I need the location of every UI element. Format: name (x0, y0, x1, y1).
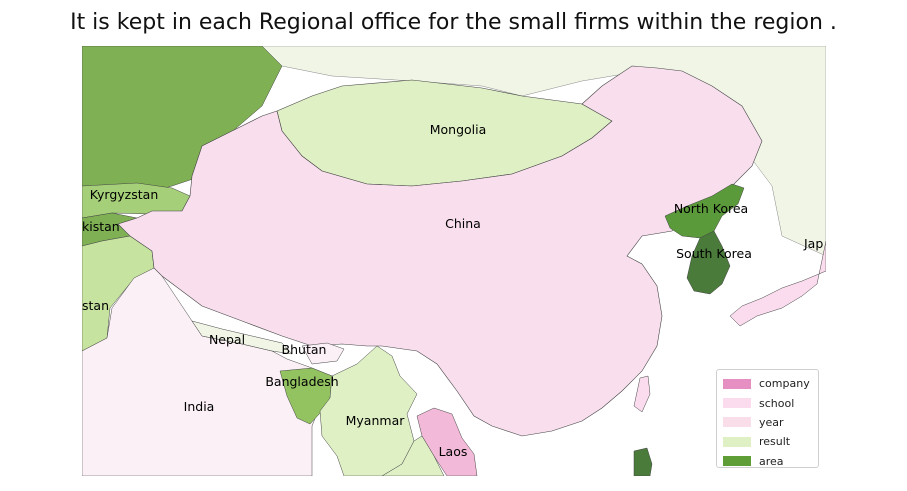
region-thailand (381, 435, 445, 476)
legend-item: result (723, 432, 812, 451)
legend-swatch (723, 398, 751, 409)
map-title: It is kept in each Regional office for t… (70, 10, 837, 35)
label-japan: Jap (803, 236, 823, 251)
label-india: India (184, 399, 215, 414)
label-afghanistan: stan (82, 298, 109, 313)
legend-label: year (759, 415, 784, 429)
map: Mongolia China North Korea South Korea J… (82, 46, 826, 476)
label-kyrgyzstan: Kyrgyzstan (90, 187, 159, 202)
region-philippines (633, 447, 653, 476)
legend-swatch (723, 378, 751, 389)
legend-label: school (759, 396, 795, 410)
label-south-korea: South Korea (676, 246, 752, 261)
legend-item: school (723, 393, 812, 412)
region-south-korea (686, 230, 731, 295)
legend-swatch (723, 436, 751, 447)
region-bhutan (301, 342, 345, 365)
legend-swatch (723, 417, 751, 428)
label-bhutan: Bhutan (282, 342, 327, 357)
region-north-korea (664, 183, 745, 239)
label-myanmar: Myanmar (346, 413, 406, 428)
region-japan (729, 240, 826, 327)
legend-item: company (723, 374, 812, 393)
legend-item: year (723, 413, 812, 432)
label-bangladesh: Bangladesh (265, 374, 338, 389)
legend-label: area (759, 454, 784, 468)
region-nepal (191, 320, 293, 355)
label-china: China (445, 216, 481, 231)
region-taiwan (633, 375, 651, 413)
label-north-korea: North Korea (674, 201, 748, 216)
legend: company school year result area (716, 369, 819, 468)
legend-item: area (723, 452, 812, 471)
label-tajikistan: kistan (82, 219, 120, 234)
legend-swatch (723, 456, 751, 467)
label-nepal: Nepal (209, 332, 245, 347)
legend-label: result (759, 435, 791, 449)
legend-label: company (759, 377, 810, 391)
label-laos: Laos (439, 444, 468, 459)
label-mongolia: Mongolia (430, 122, 487, 137)
